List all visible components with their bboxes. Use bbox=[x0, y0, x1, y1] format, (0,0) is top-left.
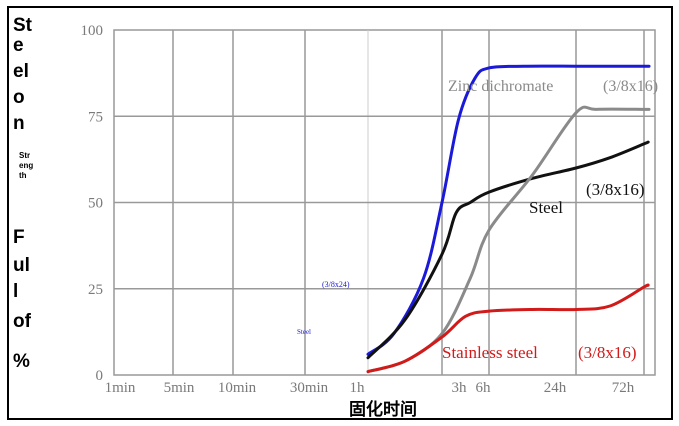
series-label: Steel bbox=[297, 328, 311, 336]
series-line bbox=[366, 140, 650, 360]
x-tick-label: 6h bbox=[476, 380, 492, 396]
series-line bbox=[366, 105, 651, 374]
x-tick-label: 30min bbox=[290, 380, 329, 396]
y-axis-label-fragment: e bbox=[13, 35, 24, 56]
y-axis-label-fragment: o bbox=[13, 87, 25, 108]
y-axis-label-fragment: l bbox=[13, 281, 19, 302]
x-axis-label: 固化时间 bbox=[349, 399, 417, 420]
x-tick-label: 3h bbox=[452, 380, 468, 396]
y-axis-label-fragment: % bbox=[13, 351, 30, 372]
y-axis-label-fragment: Str bbox=[19, 151, 31, 160]
series-lines bbox=[366, 64, 651, 374]
y-axis-label-fragment: F bbox=[13, 227, 25, 248]
x-tick-label: 10min bbox=[218, 380, 257, 396]
x-tick-label: 72h bbox=[612, 380, 635, 396]
series-label: Zinc dichromate bbox=[448, 78, 553, 95]
series-label: Steel bbox=[529, 198, 563, 217]
x-ticks: 1min 5min 10min 30min 1h 3h 6h 24h 72h bbox=[105, 380, 635, 396]
x-tick-label: 1min bbox=[105, 380, 136, 396]
y-tick-label: 50 bbox=[88, 196, 103, 212]
chart-frame bbox=[7, 6, 673, 420]
y-axis-label-fragment: ul bbox=[13, 255, 30, 276]
series-line bbox=[366, 64, 651, 356]
y-axis-label-fragment: el bbox=[13, 61, 29, 82]
y-tick-label: 75 bbox=[88, 109, 103, 125]
series-label: (3/8x16) bbox=[603, 78, 658, 95]
y-axis-label-fragment: eng bbox=[19, 161, 34, 170]
x-tick-label: 5min bbox=[164, 380, 195, 396]
series-label: (3/8x16) bbox=[578, 343, 637, 362]
series-label: Stainless steel bbox=[442, 343, 538, 362]
y-tick-label: 25 bbox=[88, 282, 103, 298]
grid bbox=[113, 29, 656, 376]
series-line bbox=[366, 283, 650, 374]
y-axis-label-fragment: of bbox=[13, 311, 31, 332]
series-label: (3/8x16) bbox=[586, 180, 645, 199]
y-tick-label: 100 bbox=[81, 23, 104, 39]
x-tick-label: 1h bbox=[350, 380, 366, 396]
y-tick-label: 0 bbox=[96, 368, 104, 384]
y-ticks: 0 25 50 75 100 bbox=[81, 23, 104, 384]
y-axis-label-fragment: St bbox=[13, 15, 32, 36]
series-label: (3/8x24) bbox=[322, 280, 350, 289]
x-tick-label: 24h bbox=[544, 380, 567, 396]
series-labels: Zinc dichromate (3/8x16) Steel (3/8x16) Stai… bbox=[297, 78, 658, 362]
y-axis-label-fragment: th bbox=[19, 171, 27, 180]
y-axis-label-fragment: n bbox=[13, 113, 25, 134]
